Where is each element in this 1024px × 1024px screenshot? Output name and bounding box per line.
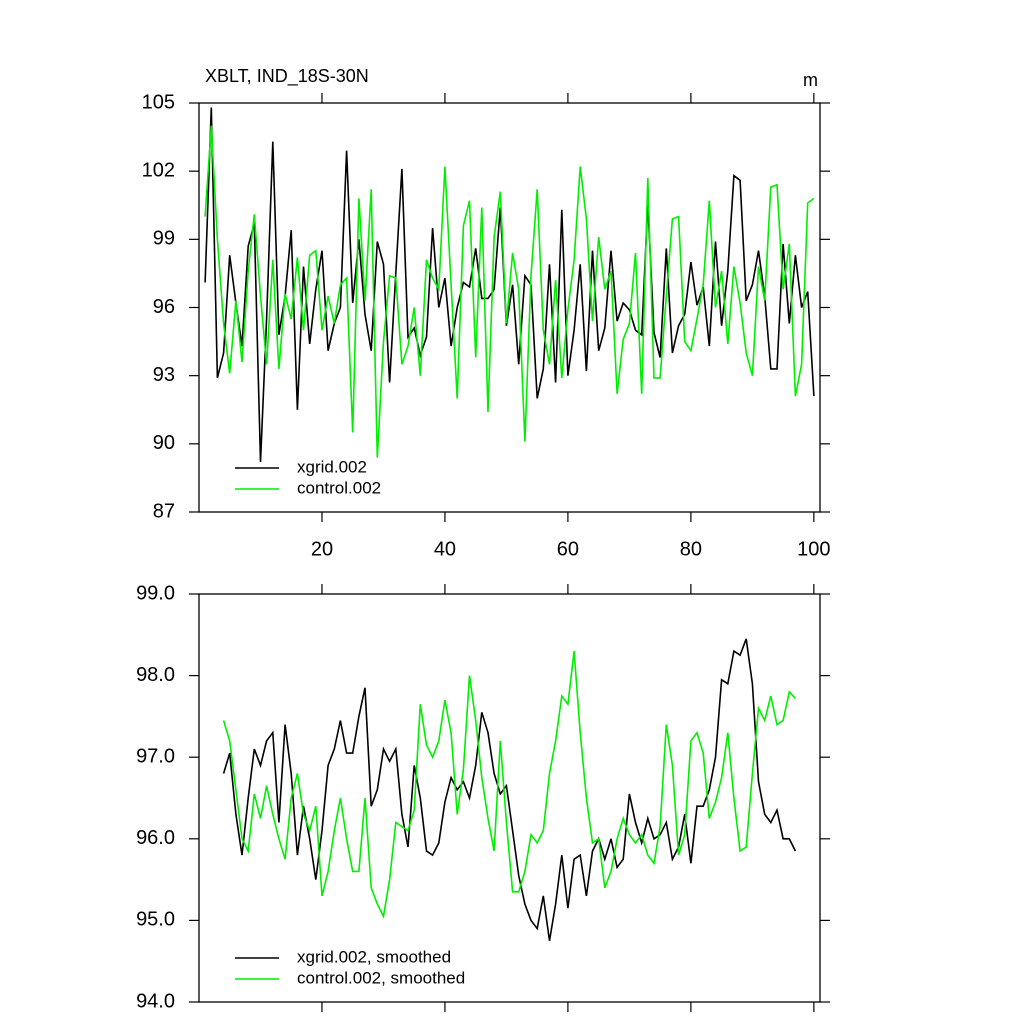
x-tick-label: 80 [680, 538, 702, 560]
y-tick-label: 96.0 [136, 827, 175, 849]
y-tick-label: 93 [153, 364, 175, 386]
chart-title: XBLT, IND_18S-30N [205, 66, 369, 87]
x-tick-label: 40 [434, 538, 456, 560]
y-tick-label: 97.0 [136, 745, 175, 767]
y-tick-label: 87 [153, 500, 175, 522]
y-tick-label: 95.0 [136, 909, 175, 931]
y-tick-label: 102 [142, 159, 175, 181]
series-line [222, 651, 796, 919]
series-line [222, 638, 797, 941]
legend-label: xgrid.002 [297, 457, 367, 476]
legend-label: control.002 [297, 478, 381, 497]
y-tick-label: 105 [142, 91, 175, 113]
y-tick-label: 90 [153, 432, 175, 454]
series-line [204, 125, 815, 458]
x-tick-label: 60 [557, 538, 579, 560]
y-tick-label: 94.0 [136, 990, 175, 1012]
y-tick-label: 99.0 [136, 582, 175, 604]
x-tick-label: 20 [311, 538, 333, 560]
y-tick-label: 98.0 [136, 664, 175, 686]
series-line [204, 107, 815, 463]
legend-label: control.002, smoothed [297, 968, 465, 987]
y-tick-label: 99 [153, 228, 175, 250]
x-tick-label: 100 [797, 538, 830, 560]
plot-frame [198, 593, 821, 1003]
units-label: m [803, 70, 818, 90]
legend-label: xgrid.002, smoothed [297, 947, 451, 966]
y-tick-label: 96 [153, 296, 175, 318]
